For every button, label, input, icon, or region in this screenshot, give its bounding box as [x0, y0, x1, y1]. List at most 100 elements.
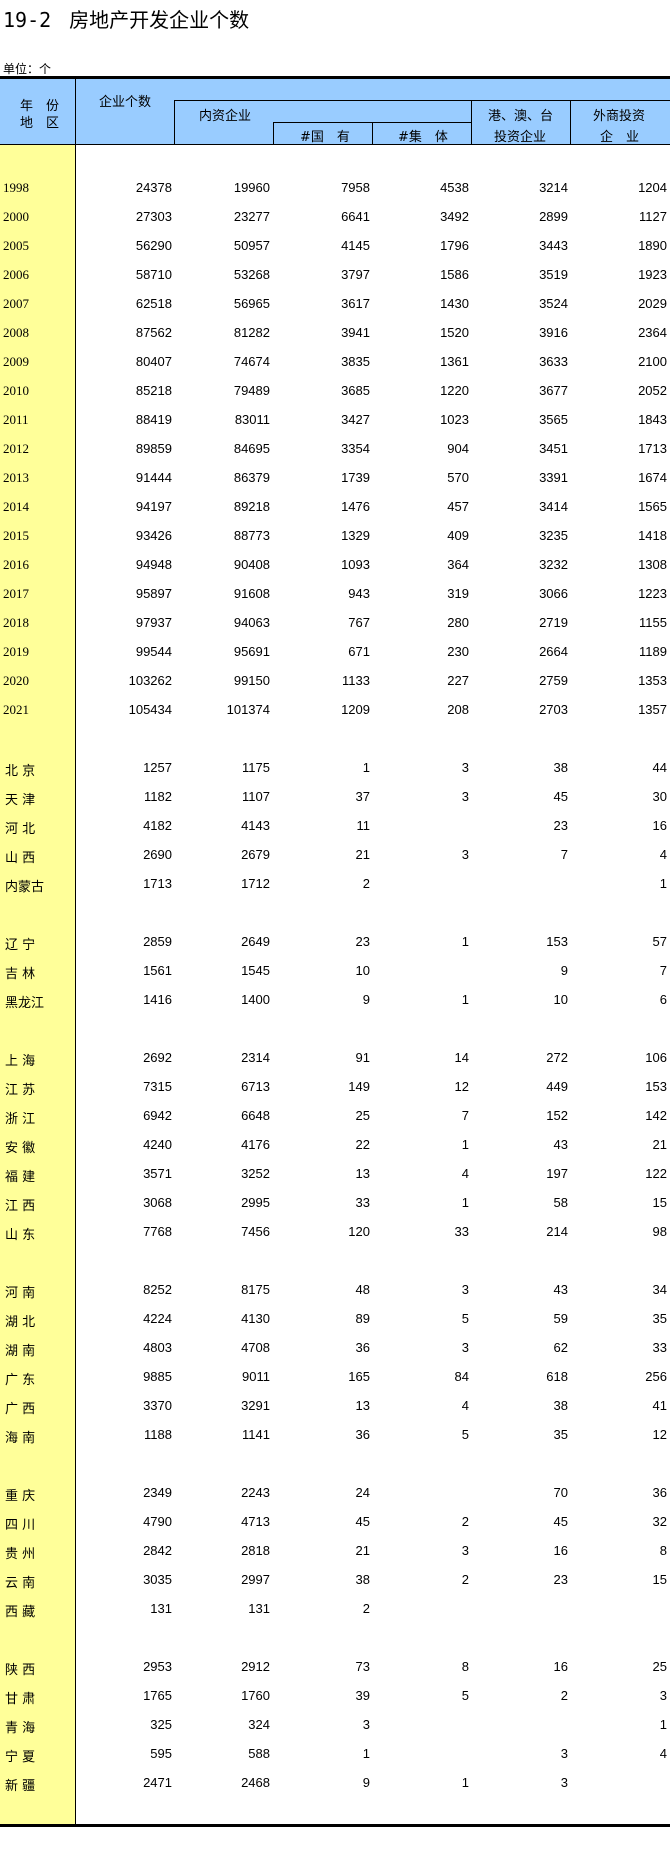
- region-row: 云 南 3035 2997 38 2 23 15: [0, 1566, 670, 1595]
- divider: [570, 100, 571, 144]
- cell-total: 3068: [143, 1195, 172, 1210]
- year-row: 2018 97937 94063 767 280 2719 1155: [0, 609, 670, 638]
- cell-hmt-invested: 43: [553, 1137, 568, 1152]
- year-label: 2011: [3, 412, 29, 427]
- cell-foreign-invested: 2100: [638, 354, 667, 369]
- cell-hmt-invested: 618: [546, 1369, 568, 1384]
- cell-collective: 230: [447, 644, 469, 659]
- cell-domestic: 1175: [242, 760, 270, 775]
- cell-hmt-invested: 43: [553, 1282, 568, 1297]
- region-label: 陕 西: [5, 1663, 36, 1678]
- cell-foreign-invested: 1223: [638, 586, 667, 601]
- cell-total: 2690: [143, 847, 172, 862]
- cell-hmt-invested: 62: [553, 1340, 568, 1355]
- cell-domestic: 7456: [241, 1224, 270, 1239]
- region-label: 青 海: [5, 1721, 36, 1736]
- cell-state-owned: 36: [355, 1427, 370, 1442]
- cell-domestic: 95691: [233, 644, 270, 659]
- cell-collective: 1: [461, 992, 469, 1007]
- cell-foreign-invested: 34: [652, 1282, 667, 1297]
- cell-foreign-invested: 153: [645, 1079, 667, 1094]
- cell-collective: 2: [461, 1572, 469, 1587]
- year-label: 2021: [3, 702, 29, 717]
- cell-hmt-invested: 3232: [539, 557, 568, 572]
- cell-state-owned: 1093: [341, 557, 370, 572]
- cell-hmt-invested: 3677: [539, 383, 568, 398]
- cell-state-owned: 9: [362, 992, 370, 1007]
- cell-total: 1416: [143, 992, 172, 1007]
- cell-foreign-invested: 32: [652, 1514, 667, 1529]
- cell-collective: 3: [461, 1340, 469, 1355]
- cell-foreign-invested: 35: [652, 1311, 667, 1326]
- region-label: 湖 南: [5, 1344, 36, 1359]
- region-label: 宁 夏: [5, 1750, 36, 1765]
- cell-state-owned: 73: [355, 1659, 370, 1674]
- region-row: 河 南 8252 8175 48 3 43 34: [0, 1276, 670, 1305]
- region-label: 辽 宁: [5, 938, 36, 953]
- year-label: 2019: [3, 644, 29, 659]
- cell-foreign-invested: 1: [659, 1717, 667, 1732]
- cell-state-owned: 2: [362, 1601, 370, 1616]
- year-row: 2021 105434 101374 1209 208 2703 1357: [0, 696, 670, 725]
- year-label: 2013: [3, 470, 29, 485]
- cell-domestic: 1712: [241, 876, 270, 891]
- cell-collective: 227: [447, 673, 469, 688]
- region-row: 湖 南 4803 4708 36 3 62 33: [0, 1334, 670, 1363]
- region-row: 海 南 1188 1141 36 5 35 12: [0, 1421, 670, 1450]
- cell-collective: 3: [461, 1543, 469, 1558]
- cell-foreign-invested: 1890: [638, 238, 667, 253]
- cell-foreign-invested: 1204: [638, 180, 667, 195]
- cell-hmt-invested: 38: [553, 1398, 568, 1413]
- header-domestic: 内资企业: [199, 109, 252, 124]
- cell-foreign-invested: 2029: [638, 296, 667, 311]
- region-label: 江 苏: [5, 1083, 36, 1098]
- cell-domestic: 84695: [233, 441, 270, 456]
- cell-total: 4803: [143, 1340, 172, 1355]
- cell-total: 99544: [135, 644, 172, 659]
- region-label: 吉 林: [5, 967, 36, 982]
- cell-hmt-invested: 152: [546, 1108, 568, 1123]
- cell-total: 3370: [143, 1398, 172, 1413]
- cell-domestic: 4708: [241, 1340, 270, 1355]
- cell-state-owned: 4145: [341, 238, 370, 253]
- cell-collective: 5: [461, 1427, 469, 1442]
- cell-state-owned: 11: [356, 818, 371, 833]
- year-row: 2019 99544 95691 671 230 2664 1189: [0, 638, 670, 667]
- region-row: 山 西 2690 2679 21 3 7 4: [0, 841, 670, 870]
- cell-collective: 1: [461, 1195, 469, 1210]
- cell-collective: 5: [461, 1311, 469, 1326]
- cell-state-owned: 22: [355, 1137, 370, 1152]
- cell-foreign-invested: 1843: [638, 412, 667, 427]
- cell-foreign-invested: 3: [659, 1688, 667, 1703]
- cell-hmt-invested: 214: [546, 1224, 568, 1239]
- cell-hmt-invested: 16: [553, 1543, 568, 1558]
- cell-total: 4790: [143, 1514, 172, 1529]
- cell-state-owned: 23: [355, 934, 370, 949]
- cell-collective: 7: [461, 1108, 469, 1123]
- cell-foreign-invested: 12: [652, 1427, 667, 1442]
- cell-domestic: 56965: [233, 296, 270, 311]
- cell-hmt-invested: 35: [553, 1427, 568, 1442]
- cell-hmt-invested: 16: [553, 1659, 568, 1674]
- cell-hmt-invested: 3443: [539, 238, 568, 253]
- cell-foreign-invested: 1: [659, 876, 667, 891]
- cell-state-owned: 165: [348, 1369, 370, 1384]
- cell-foreign-invested: 1674: [638, 470, 667, 485]
- year-label: 2010: [3, 383, 29, 398]
- cell-total: 1561: [143, 963, 172, 978]
- cell-state-owned: 671: [348, 644, 370, 659]
- cell-domestic: 8175: [241, 1282, 270, 1297]
- cell-total: 325: [150, 1717, 172, 1732]
- cell-hmt-invested: 23: [553, 818, 568, 833]
- year-label: 2005: [3, 238, 29, 253]
- cell-domestic: 2649: [241, 934, 270, 949]
- cell-foreign-invested: 106: [645, 1050, 667, 1065]
- region-label: 山 东: [5, 1228, 36, 1243]
- cell-domestic: 4143: [241, 818, 270, 833]
- cell-hmt-invested: 9: [560, 963, 568, 978]
- cell-hmt-invested: 3414: [539, 499, 568, 514]
- cell-total: 4240: [143, 1137, 172, 1152]
- cell-total: 88419: [135, 412, 172, 427]
- cell-foreign-invested: 21: [652, 1137, 667, 1152]
- cell-domestic: 74674: [233, 354, 270, 369]
